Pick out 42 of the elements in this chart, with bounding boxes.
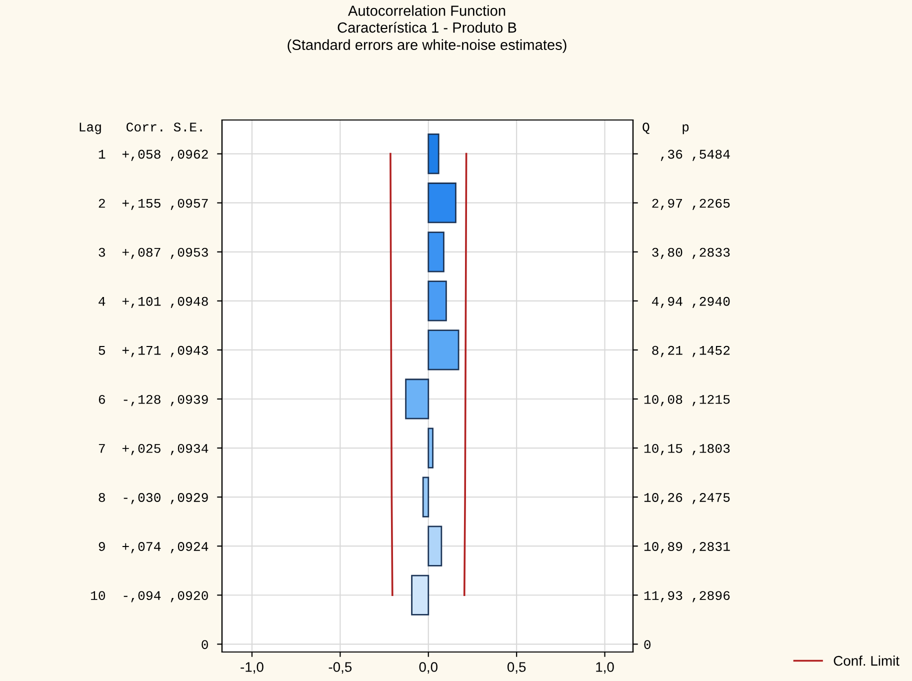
legend-label: Conf. Limit xyxy=(834,656,900,666)
y2-tick-label: 8,21 ,1452 xyxy=(652,346,730,358)
y2-tick-label: 4,94 ,2940 xyxy=(652,296,730,308)
y-tick-label: 0 xyxy=(202,640,208,650)
text: Q p xyxy=(642,122,689,134)
y-tick-label: 4 +,101 ,0948 xyxy=(98,296,208,308)
y-tick-label: 5 +,171 ,0943 xyxy=(98,346,208,358)
y-tick-label: 2 +,155 ,0957 xyxy=(98,198,208,210)
y2-tick-label: 10,15 ,1803 xyxy=(644,444,730,456)
y2-tick-label: 11,93 ,2896 xyxy=(644,591,730,602)
y-tick-label: 7 +,025 ,0934 xyxy=(98,444,208,456)
y-tick-label: 1 +,058 ,0962 xyxy=(98,150,208,161)
bar xyxy=(428,134,440,174)
bar xyxy=(428,232,444,272)
y2-tick-label: ,36 ,5484 xyxy=(660,150,730,161)
y2-tick-label: 2,97 ,2265 xyxy=(652,198,730,210)
y2-tick-label: 3,80 ,2833 xyxy=(652,248,730,260)
y-tick-label: 9 +,074 ,0924 xyxy=(98,542,208,554)
chart-subtitle: Característica 1 - Produto B (Standard errors are white-noise estimates) xyxy=(288,22,566,53)
y-tick-label: 8 -,030 ,0929 xyxy=(98,493,208,504)
text: Lag Corr. S.E. xyxy=(80,122,202,134)
y-tick-label: 6 -,128 ,0939 xyxy=(98,394,208,406)
bar xyxy=(422,476,430,518)
x-tick-label: 1,0 xyxy=(596,662,614,674)
x-tick-label: 0,0 xyxy=(419,662,438,674)
bar xyxy=(428,182,456,224)
y2-tick-label: 10,08 ,1215 xyxy=(644,394,730,406)
bar xyxy=(405,378,430,420)
y2-tick-label: 10,89 ,2831 xyxy=(644,542,730,554)
bar xyxy=(428,280,447,322)
bar xyxy=(428,526,442,566)
bar xyxy=(411,574,430,616)
y-tick-label: 3 +,087 ,0953 xyxy=(98,248,208,260)
x-tick-label: -1,0 xyxy=(240,662,264,674)
y2-tick-label: 10,26 ,2475 xyxy=(644,493,730,504)
y-tick-label: 10 -,094 ,0920 xyxy=(90,591,208,602)
x-tick-label: 0,5 xyxy=(507,662,526,674)
bar xyxy=(428,428,434,468)
y2-tick-label: 0 xyxy=(644,640,651,650)
chart-title: Autocorrelation Function xyxy=(348,5,506,16)
bar xyxy=(428,330,460,370)
x-tick-label: -0,5 xyxy=(328,662,352,674)
